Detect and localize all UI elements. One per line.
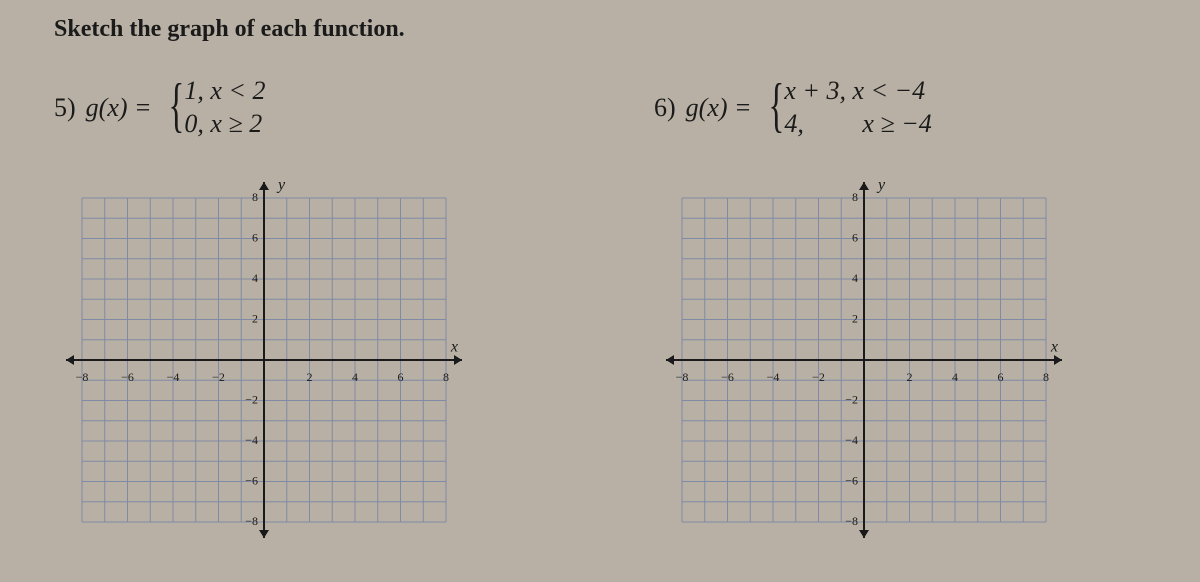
svg-text:4: 4 <box>352 370 358 384</box>
svg-text:4: 4 <box>952 370 958 384</box>
case-1: 1, x < 2 <box>184 75 265 108</box>
svg-text:x: x <box>450 339 458 356</box>
svg-text:2: 2 <box>852 311 858 325</box>
svg-text:−2: −2 <box>812 370 825 384</box>
svg-text:−6: −6 <box>245 473 258 487</box>
page-title: Sketch the graph of each function. <box>54 16 1160 43</box>
svg-text:−4: −4 <box>167 370 180 384</box>
svg-text:−8: −8 <box>76 370 89 384</box>
problem-6: 6) g(x) = { x + 3, x < −4 4, x ≥ −4 −8 −6… <box>654 75 1074 550</box>
svg-text:6: 6 <box>998 370 1004 384</box>
svg-text:−8: −8 <box>845 514 858 528</box>
function-name: g(x) = <box>86 93 152 123</box>
svg-text:−4: −4 <box>767 370 780 384</box>
svg-text:−2: −2 <box>845 392 858 406</box>
svg-text:4: 4 <box>852 271 858 285</box>
svg-text:2: 2 <box>907 370 913 384</box>
problem-5-expression: 5) g(x) = { 1, x < 2 0, x ≥ 2 <box>54 75 474 140</box>
case-2: 4, x ≥ −4 <box>784 108 931 141</box>
problem-5: 5) g(x) = { 1, x < 2 0, x ≥ 2 −8 −6 −4 −2 2 4… <box>54 75 474 550</box>
svg-text:6: 6 <box>398 370 404 384</box>
piecewise-cases: x + 3, x < −4 4, x ≥ −4 <box>784 75 931 140</box>
svg-text:−6: −6 <box>721 370 734 384</box>
left-brace-icon: { <box>768 75 784 140</box>
svg-text:8: 8 <box>1043 370 1049 384</box>
svg-text:x: x <box>1050 339 1058 356</box>
piecewise-brace: { x + 3, x < −4 4, x ≥ −4 <box>762 75 932 140</box>
function-name: g(x) = <box>686 93 752 123</box>
problems-row: 5) g(x) = { 1, x < 2 0, x ≥ 2 −8 −6 −4 −2 2 4… <box>54 75 1160 550</box>
piecewise-brace: { 1, x < 2 0, x ≥ 2 <box>162 75 266 140</box>
svg-text:y: y <box>876 177 886 194</box>
svg-text:2: 2 <box>307 370 313 384</box>
problem-6-expression: 6) g(x) = { x + 3, x < −4 4, x ≥ −4 <box>654 75 1074 140</box>
svg-text:−2: −2 <box>212 370 225 384</box>
worksheet-page: Sketch the graph of each function. 5) g(… <box>0 0 1200 582</box>
svg-text:8: 8 <box>443 370 449 384</box>
case-1: x + 3, x < −4 <box>784 75 931 108</box>
case-2: 0, x ≥ 2 <box>184 108 265 141</box>
svg-text:−4: −4 <box>845 433 858 447</box>
svg-text:−4: −4 <box>245 433 258 447</box>
coordinate-grid: −8 −6 −4 −2 2 4 6 8 −8 −6 −4 −2 2 4 6 8 y x <box>54 170 474 550</box>
coordinate-grid: −8 −6 −4 −2 2 4 6 8 −8 −6 −4 −2 2 4 6 8 y x <box>654 170 1074 550</box>
problem-number: 6) <box>654 93 676 123</box>
svg-text:6: 6 <box>252 230 258 244</box>
svg-text:−6: −6 <box>121 370 134 384</box>
graph-grid-6: −8 −6 −4 −2 2 4 6 8 −8 −6 −4 −2 2 4 6 8 y x <box>654 170 1074 550</box>
svg-text:6: 6 <box>852 230 858 244</box>
svg-text:8: 8 <box>252 190 258 204</box>
svg-text:y: y <box>276 177 286 194</box>
svg-text:−8: −8 <box>245 514 258 528</box>
svg-text:8: 8 <box>852 190 858 204</box>
graph-grid-5: −8 −6 −4 −2 2 4 6 8 −8 −6 −4 −2 2 4 6 8 y x <box>54 170 474 550</box>
svg-text:−8: −8 <box>676 370 689 384</box>
left-brace-icon: { <box>168 75 184 140</box>
problem-number: 5) <box>54 93 76 123</box>
piecewise-cases: 1, x < 2 0, x ≥ 2 <box>184 75 265 140</box>
svg-text:4: 4 <box>252 271 258 285</box>
svg-text:−6: −6 <box>845 473 858 487</box>
svg-text:−2: −2 <box>245 392 258 406</box>
svg-text:2: 2 <box>252 311 258 325</box>
